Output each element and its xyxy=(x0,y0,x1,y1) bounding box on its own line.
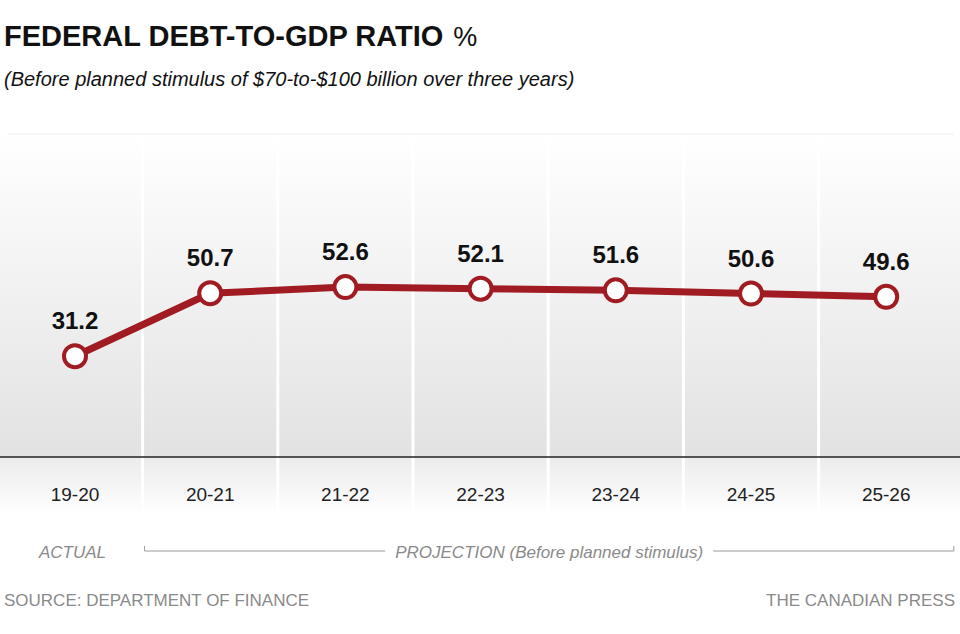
band-separator xyxy=(682,134,685,515)
marker xyxy=(64,345,86,367)
data-label: 52.1 xyxy=(457,240,504,267)
plot-frame-top xyxy=(7,134,953,135)
x-tick-label: 19-20 xyxy=(51,484,100,505)
data-label: 52.6 xyxy=(322,238,369,265)
marker xyxy=(740,283,762,305)
marker xyxy=(875,286,897,308)
x-tick-label: 21-22 xyxy=(321,484,370,505)
marker xyxy=(334,276,356,298)
x-tick-label: 25-26 xyxy=(862,484,911,505)
data-label: 31.2 xyxy=(52,307,99,334)
x-tick-label: 20-21 xyxy=(186,484,235,505)
data-label: 51.6 xyxy=(592,241,639,268)
subtitle: (Before planned stimulus of $70-to-$100 … xyxy=(4,68,574,90)
band-separator xyxy=(817,134,820,515)
data-label: 50.7 xyxy=(187,244,234,271)
x-tick-label: 22-23 xyxy=(456,484,505,505)
x-tick-label: 24-25 xyxy=(727,484,776,505)
chart: FEDERAL DEBT-TO-GDP RATIO% (Before planne… xyxy=(0,0,960,634)
data-group xyxy=(64,276,897,367)
marker xyxy=(199,282,221,304)
data-label: 50.6 xyxy=(728,245,775,272)
title: FEDERAL DEBT-TO-GDP RATIO xyxy=(4,20,443,52)
band-separator xyxy=(412,134,415,515)
marker xyxy=(470,278,492,300)
marker xyxy=(605,279,627,301)
x-tick-label: 23-24 xyxy=(591,484,640,505)
band-separator xyxy=(547,134,550,515)
x-axis-line xyxy=(0,456,960,458)
annotation-projection: PROJECTION (Before planned stimulus) xyxy=(395,543,703,562)
band-separator xyxy=(276,134,279,515)
unit-label: % xyxy=(453,22,477,52)
annotation-actual: ACTUAL xyxy=(38,543,106,562)
source: SOURCE: DEPARTMENT OF FINANCE xyxy=(4,591,309,610)
credit: THE CANADIAN PRESS xyxy=(766,591,955,610)
data-label: 49.6 xyxy=(863,248,910,275)
